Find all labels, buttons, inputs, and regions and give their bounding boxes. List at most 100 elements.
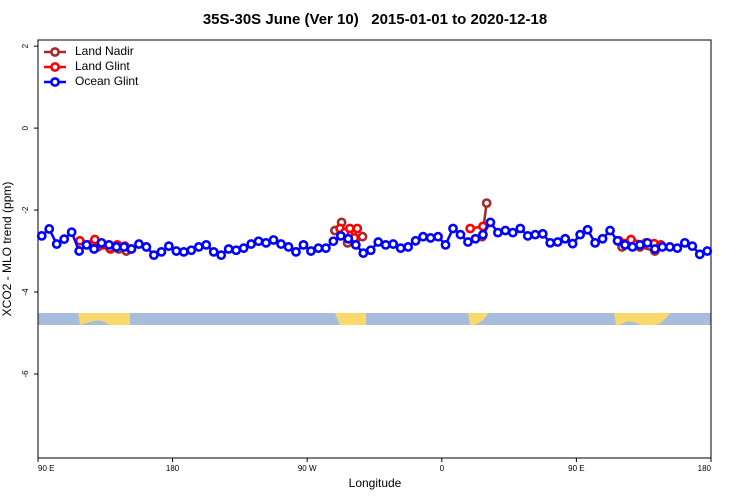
legend-marker bbox=[50, 47, 60, 57]
data-point bbox=[344, 223, 355, 234]
data-point bbox=[186, 245, 197, 256]
data-point bbox=[246, 239, 257, 249]
y-axis-label: XCO2 - MLO trend (ppm) bbox=[0, 182, 14, 317]
data-point bbox=[352, 223, 363, 234]
data-point bbox=[357, 231, 368, 242]
data-point bbox=[238, 243, 249, 254]
land-patch bbox=[468, 313, 488, 325]
data-point bbox=[74, 246, 85, 256]
data-point bbox=[231, 245, 242, 256]
data-point bbox=[261, 237, 271, 248]
x-tick-label: 90 E bbox=[568, 464, 584, 473]
data-point bbox=[567, 238, 578, 249]
legend-label: Land Glint bbox=[75, 59, 130, 73]
data-point bbox=[156, 246, 167, 257]
data-point bbox=[111, 242, 122, 252]
data-point bbox=[478, 229, 488, 240]
data-point bbox=[193, 242, 204, 252]
data-point bbox=[582, 224, 593, 235]
data-point bbox=[672, 243, 683, 254]
y-tick-label: 0 bbox=[21, 125, 30, 130]
data-point bbox=[388, 239, 399, 249]
data-point bbox=[620, 240, 630, 250]
legend-label: Land Nadir bbox=[75, 44, 134, 58]
data-point bbox=[119, 242, 129, 252]
data-point bbox=[605, 225, 615, 236]
data-point bbox=[253, 236, 264, 247]
land-patch bbox=[614, 313, 670, 325]
chart-title: 35S-30S June (Ver 10) 2015-01-01 to 2020… bbox=[203, 11, 547, 28]
data-point bbox=[134, 239, 144, 249]
data-point bbox=[395, 243, 406, 254]
data-point bbox=[163, 241, 174, 252]
data-point bbox=[104, 240, 114, 250]
data-point bbox=[283, 242, 294, 252]
data-point bbox=[216, 250, 227, 261]
data-point bbox=[679, 237, 690, 248]
data-point bbox=[492, 227, 503, 238]
data-point bbox=[481, 198, 492, 209]
data-point bbox=[403, 242, 414, 252]
data-point bbox=[545, 237, 556, 248]
data-point bbox=[171, 246, 182, 256]
data-point bbox=[440, 240, 451, 250]
data-point bbox=[328, 236, 339, 247]
data-point bbox=[485, 217, 496, 228]
data-point bbox=[380, 240, 391, 250]
data-point bbox=[612, 235, 623, 246]
data-point bbox=[201, 240, 212, 250]
data-point bbox=[530, 229, 541, 240]
data-point bbox=[306, 246, 316, 256]
x-tick-label: 90 E bbox=[38, 464, 54, 473]
ocean-strip bbox=[38, 313, 711, 325]
y-tick-label: 2 bbox=[21, 43, 30, 48]
x-tick-label: 90 W bbox=[298, 464, 317, 473]
map-strip bbox=[38, 313, 711, 325]
y-tick-label: -6 bbox=[21, 370, 30, 378]
data-point bbox=[627, 242, 638, 252]
data-point bbox=[470, 233, 481, 244]
data-point bbox=[410, 235, 421, 246]
x-tick-label: 180 bbox=[166, 464, 180, 473]
data-point bbox=[590, 237, 600, 248]
data-point bbox=[298, 240, 309, 250]
x-tick-label: 0 bbox=[440, 464, 445, 473]
data-point bbox=[425, 233, 436, 243]
data-point bbox=[650, 244, 660, 254]
data-point bbox=[702, 246, 713, 256]
data-point bbox=[350, 240, 361, 250]
data-point bbox=[178, 246, 189, 257]
data-point bbox=[418, 231, 429, 242]
data-point bbox=[36, 230, 47, 241]
data-point bbox=[433, 231, 443, 242]
data-point bbox=[208, 246, 219, 257]
legend-marker bbox=[50, 77, 60, 87]
data-point bbox=[597, 233, 608, 244]
data-point bbox=[635, 240, 645, 250]
data-point bbox=[448, 223, 458, 234]
data-point bbox=[141, 242, 152, 252]
data-point bbox=[373, 237, 384, 247]
data-point bbox=[343, 233, 354, 244]
data-point bbox=[66, 227, 77, 238]
data-point bbox=[694, 249, 705, 260]
x-axis-label: Longitude bbox=[349, 476, 402, 490]
data-point bbox=[465, 223, 476, 234]
data-point bbox=[291, 246, 301, 257]
data-point bbox=[59, 234, 70, 245]
data-point bbox=[664, 242, 675, 252]
data-point bbox=[320, 243, 331, 254]
data-point bbox=[575, 229, 586, 240]
data-point bbox=[365, 245, 376, 256]
legend-label: Ocean Glint bbox=[75, 74, 139, 88]
data-point bbox=[276, 239, 286, 249]
data-point bbox=[96, 237, 107, 248]
data-point bbox=[358, 248, 369, 258]
data-point bbox=[313, 243, 324, 254]
legend-marker bbox=[50, 62, 60, 72]
data-point bbox=[89, 244, 99, 254]
data-point bbox=[537, 228, 548, 239]
x-tick-label: 180 bbox=[698, 464, 712, 473]
data-point bbox=[500, 225, 511, 236]
